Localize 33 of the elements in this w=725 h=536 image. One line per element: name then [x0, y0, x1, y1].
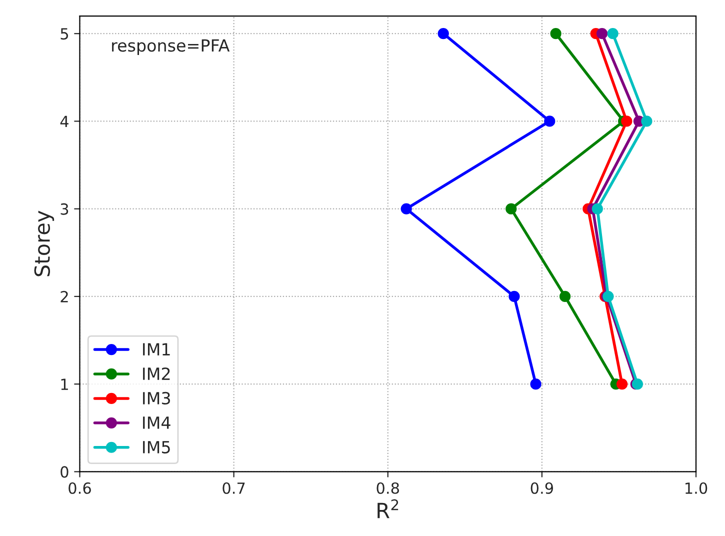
legend-label: IM4: [143, 416, 170, 429]
x-tick-label: 0.6: [68, 482, 91, 494]
legend-label: IM5: [143, 441, 170, 454]
point: [438, 28, 449, 40]
x-tick-label: 0.9: [530, 482, 554, 494]
point: [400, 203, 412, 214]
legend-label: IM2: [143, 367, 170, 380]
y-tick-label: 3: [60, 203, 68, 215]
x-tick-label: 1.0: [686, 482, 708, 494]
x-tick-label: 0.7: [222, 482, 245, 494]
legend-label: IM3: [143, 392, 170, 405]
point: [621, 116, 632, 127]
point: [641, 116, 652, 127]
point: [596, 28, 608, 40]
y-axis-title: Storey: [34, 210, 54, 276]
point: [607, 28, 618, 40]
point: [506, 203, 517, 214]
point: [508, 290, 520, 302]
point: [550, 28, 562, 40]
legend-label: IM1: [143, 343, 170, 356]
y-tick-label: 1: [61, 378, 68, 390]
x-axis-title: R$^{2}$: [378, 499, 398, 518]
y-tick-label: 2: [60, 290, 68, 302]
point: [592, 203, 603, 214]
point: [544, 116, 556, 127]
y-tick-label: 4: [60, 116, 68, 128]
y-tick-label: 5: [60, 28, 68, 40]
annotation: response=PFA: [112, 39, 230, 55]
y-tick-label: 0: [60, 466, 68, 478]
point: [559, 290, 571, 302]
point: [616, 378, 628, 390]
point: [530, 378, 542, 390]
x-tick-label: 0.8: [376, 482, 399, 494]
